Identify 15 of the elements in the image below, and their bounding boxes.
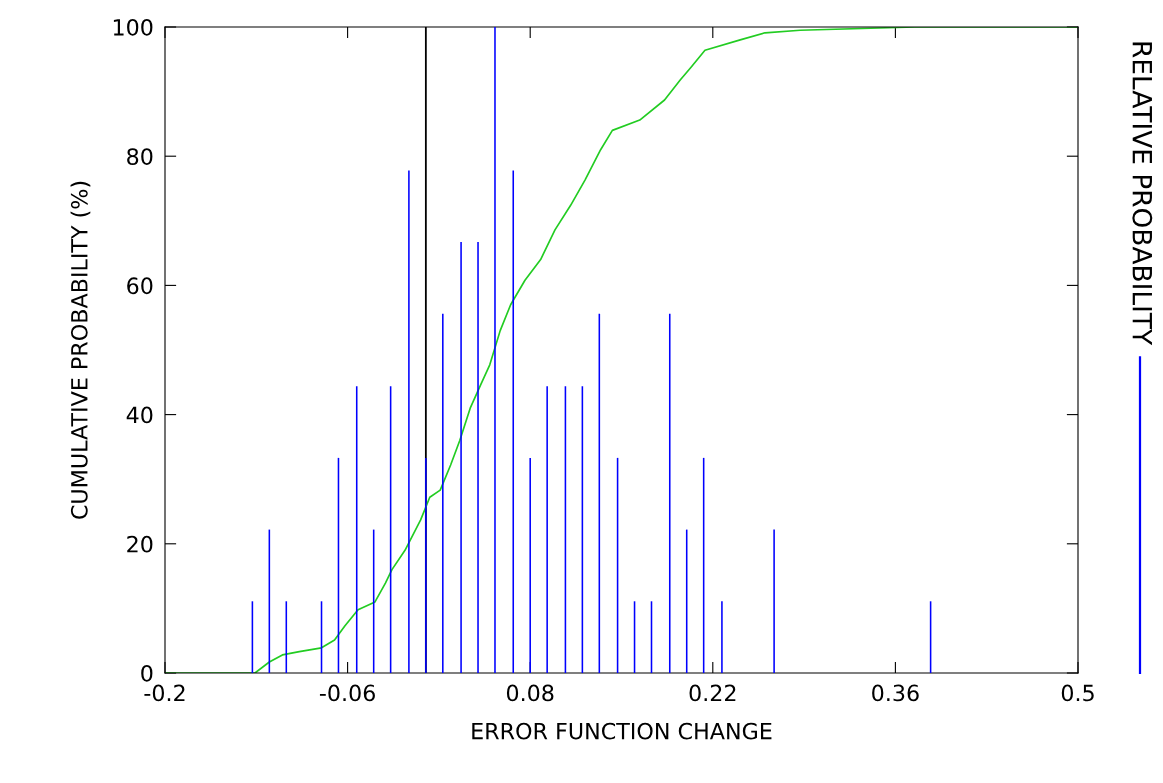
y-tick-label: 80 — [127, 148, 153, 165]
x-tick-label: -0.2 — [144, 684, 185, 702]
y-axis-title: CUMULATIVE PROBABILITY (%) — [70, 181, 91, 519]
x-tick-label: 0.5 — [1061, 684, 1094, 702]
y-tick-label: 100 — [113, 18, 153, 36]
x-tick-label: -0.06 — [319, 684, 375, 702]
y-tick-label: 0 — [141, 664, 153, 682]
y-tick-label: 60 — [127, 277, 153, 295]
x-axis-title: ERROR FUNCTION CHANGE — [472, 722, 772, 740]
x-tick-label: 0.08 — [506, 684, 554, 702]
x-tick-label: 0.36 — [872, 684, 919, 702]
y-tick-label: 40 — [126, 406, 153, 424]
y-tick-label: 20 — [127, 535, 153, 553]
x-tick-label: 0.22 — [689, 684, 736, 702]
text: RELATIVE PROBABILITY — [1132, 42, 1153, 346]
